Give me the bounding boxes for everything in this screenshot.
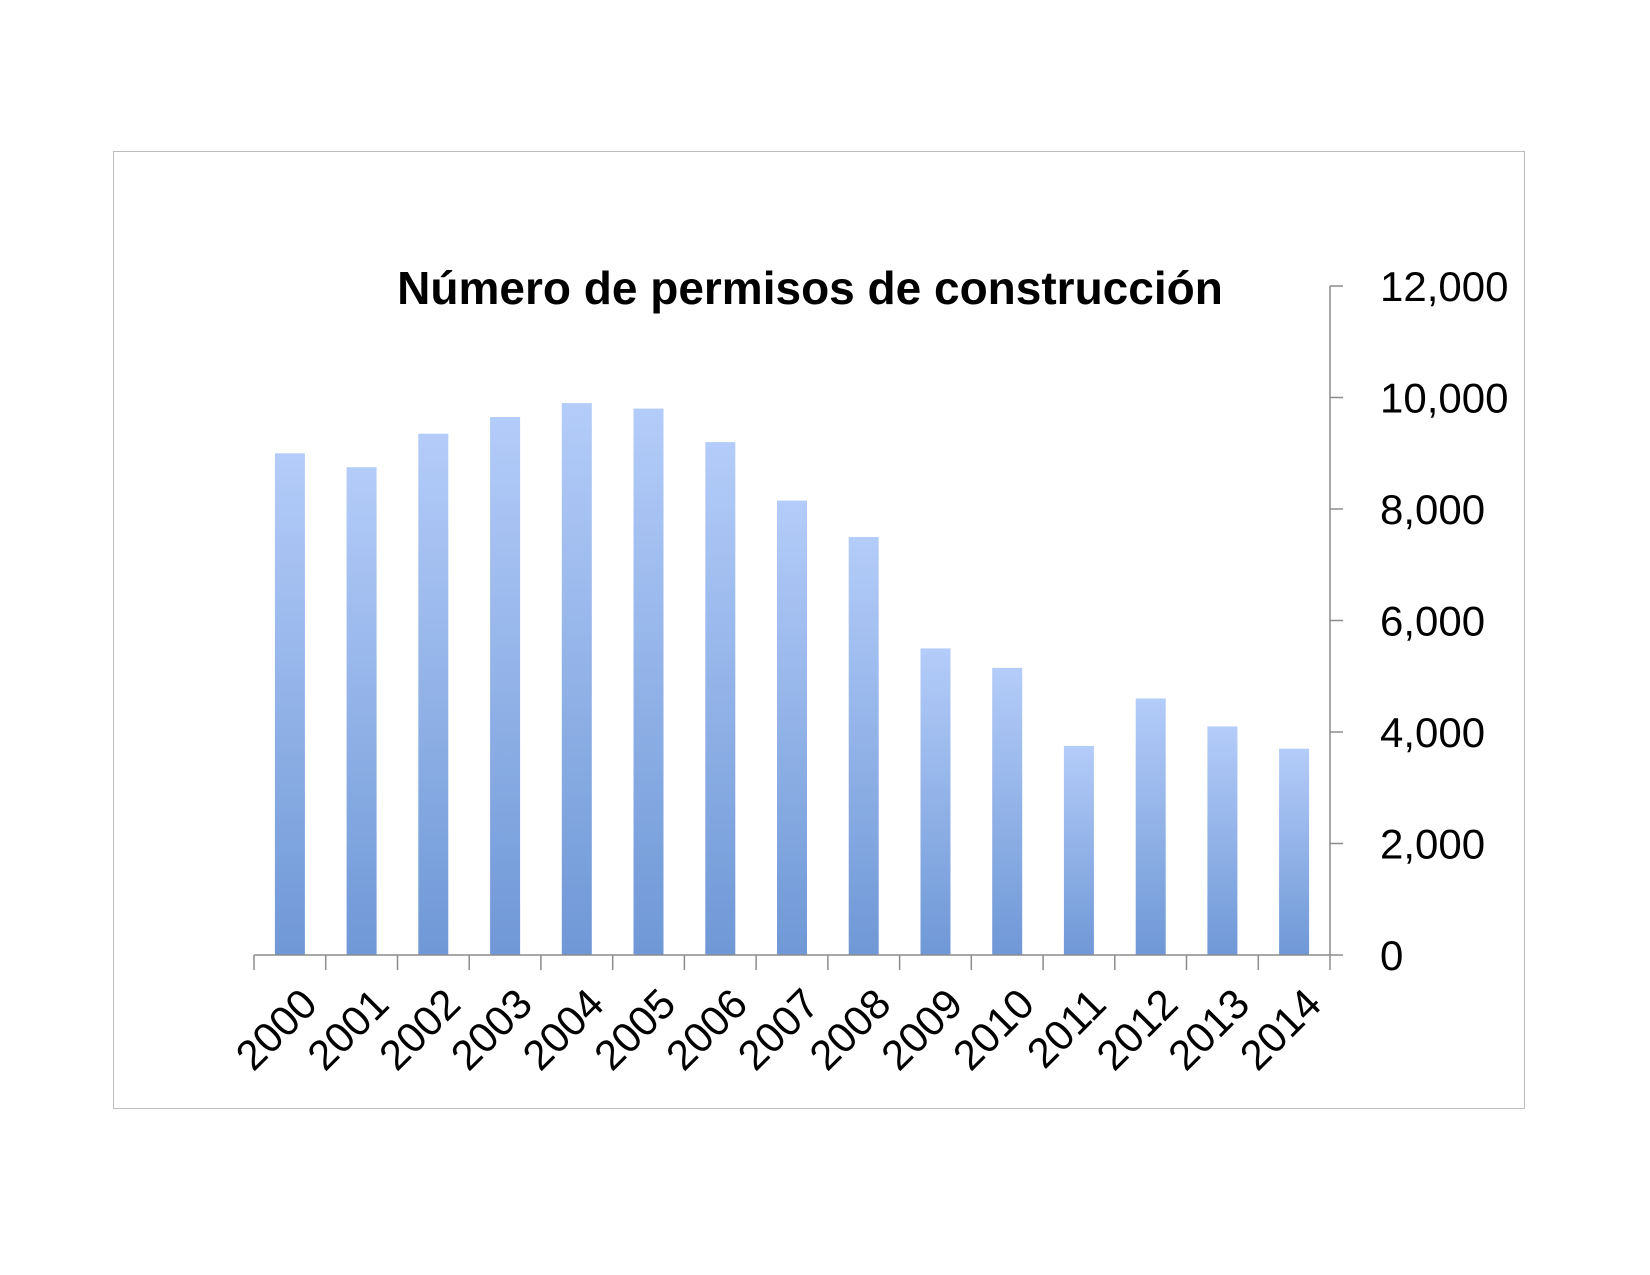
x-tick-labels: 2000200120022003200420052006200720082009… [226,980,1330,1079]
x-tick-label: 2001 [298,980,397,1079]
bar-2007 [777,500,807,955]
y-tick-label: 12,000 [1380,263,1508,310]
bar-2014 [1279,748,1310,955]
x-tick-label: 2007 [729,980,828,1079]
y-tick-label: 10,000 [1380,375,1508,422]
x-tick-label: 2002 [370,980,469,1079]
bar-2004 [561,403,592,956]
bar-2008 [848,536,879,955]
axes-group [253,285,1343,970]
x-tick-label: 2014 [1231,980,1330,1079]
bar-2011 [1063,745,1094,955]
x-tick-label: 2008 [800,980,899,1079]
x-tick-label: 2011 [1018,980,1115,1077]
x-tick-label: 2009 [872,980,971,1079]
x-tick-label: 2006 [657,980,756,1079]
x-tick-label: 2012 [1087,980,1186,1079]
x-tick-label: 2004 [513,980,612,1079]
x-tick-label: 2005 [585,980,684,1079]
bar-2000 [274,453,305,956]
bar-2013 [1207,726,1238,955]
y-tick-label: 6,000 [1380,598,1485,645]
y-tick-label: 0 [1380,932,1403,979]
y-tick-label: 8,000 [1380,486,1485,533]
x-tick-label: 2000 [226,980,325,1079]
bar-2009 [920,648,951,955]
bar-2006 [705,442,736,956]
y-tick-labels: 0 2,000 4,000 6,000 8,000 10,000 12,000 [1380,263,1508,979]
x-tick-label: 2003 [442,980,541,1079]
y-tick-label: 2,000 [1380,821,1485,868]
chart-title: Número de permisos de construcción [397,262,1223,314]
bar-2001 [346,467,377,955]
bar-2010 [992,667,1023,955]
x-tick-label: 2010 [944,980,1043,1079]
y-tick-label: 4,000 [1380,709,1485,756]
x-tick-label: 2013 [1159,980,1258,1079]
bar-2002 [418,433,449,955]
bar-2005 [633,408,664,956]
bar-2003 [490,417,521,955]
bar-2012 [1135,698,1166,955]
bars-group [274,403,1310,956]
